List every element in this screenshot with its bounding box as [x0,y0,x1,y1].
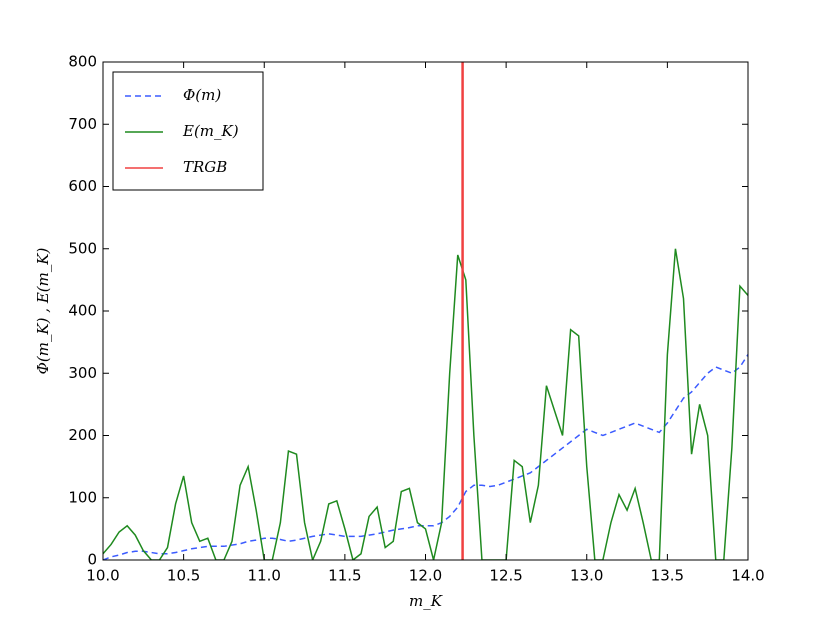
legend-label: E(m_K) [182,122,239,140]
y-axis-label: Φ(m_K) , E(m_K) [34,247,52,374]
legend-label: Φ(m) [183,86,221,104]
x-tick-label: 13.5 [651,567,684,585]
series-line [103,354,748,560]
y-tick-label: 200 [68,426,97,444]
x-tick-label: 12.5 [489,567,522,585]
legend-label: TRGB [183,158,227,176]
y-tick-label: 100 [68,488,97,506]
y-tick-label: 0 [87,551,97,569]
y-tick-label: 400 [68,302,97,320]
y-tick-label: 800 [68,53,97,71]
x-tick-label: 14.0 [731,567,764,585]
y-tick-label: 600 [68,177,97,195]
x-tick-label: 11.5 [328,567,361,585]
plot [103,248,748,560]
x-tick-label: 12.0 [409,567,442,585]
x-tick-label: 10.0 [86,567,119,585]
y-tick-label: 300 [68,364,97,382]
x-tick-label: 13.0 [570,567,603,585]
x-axis-label: m_K [409,592,443,610]
y-tick-label: 500 [68,239,97,257]
legend-box [112,71,264,191]
x-tick-label: 11.0 [248,567,281,585]
x-tick-label: 10.5 [167,567,200,585]
series-line [103,248,748,560]
y-tick-label: 700 [68,115,97,133]
